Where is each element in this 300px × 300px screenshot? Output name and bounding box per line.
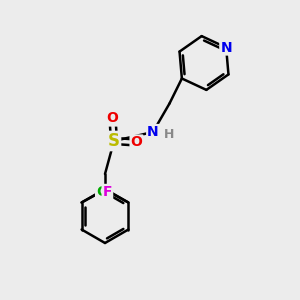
Text: O: O bbox=[106, 112, 119, 125]
Text: O: O bbox=[130, 136, 142, 149]
Text: S: S bbox=[108, 132, 120, 150]
Text: Cl: Cl bbox=[96, 185, 111, 199]
Text: H: H bbox=[164, 128, 175, 142]
Text: N: N bbox=[147, 125, 159, 139]
Text: N: N bbox=[220, 40, 232, 55]
Text: F: F bbox=[103, 185, 112, 199]
